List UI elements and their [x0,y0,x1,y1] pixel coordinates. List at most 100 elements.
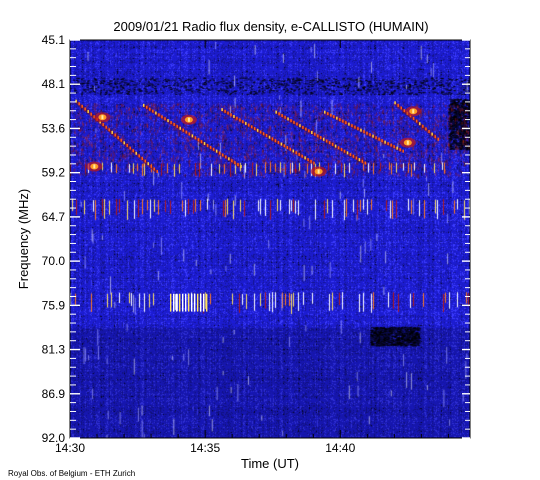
burst-track-segment [236,116,238,120]
burst-track-segment [153,167,155,171]
burst-track-segment [354,125,356,129]
burst-track-segment [227,111,229,115]
hot-spot [86,161,103,172]
burst-track-segment [123,141,125,145]
burst-track-segment [400,106,403,110]
burst-track-segment [225,155,227,159]
burst-track-segment [437,137,440,141]
burst-track-segment [431,132,433,136]
burst-track-segment [363,130,365,134]
burst-track-segment [412,116,415,120]
burst-track-segment [340,147,343,151]
burst-track-segment [396,146,398,150]
hot-spot-center [187,117,190,122]
burst-track-segment [271,137,274,141]
burst-track-segment [336,116,338,120]
burst-track-segment [305,127,307,131]
burst-track-segment [286,146,289,150]
x-tick-label: 14:30 [55,441,85,455]
burst-track-segment [339,118,341,122]
y-tick-label: 70.0 [42,254,66,268]
y-tick-label: 86.9 [42,387,66,401]
bright-stripe [203,293,205,312]
burst-track-segment [360,128,362,132]
burst-track-segment [191,134,194,138]
burst-track-segment [399,148,401,152]
burst-track-segment [185,130,188,134]
burst-track-segment [298,152,300,156]
burst-track-segment [378,137,380,141]
burst-track-segment [158,113,160,117]
burst-track [220,108,315,165]
burst-track-segment [434,135,436,139]
burst-track-segment [117,136,119,140]
burst-track-segment [179,126,181,130]
bright-stripe [170,293,172,312]
burst-track-segment [358,158,361,162]
burst-track-segment [280,142,283,146]
burst-track-segment [425,127,427,131]
chart-title: 2009/01/21 Radio flux density, e-CALLIST… [113,19,428,34]
bright-stripe [173,293,175,312]
burst-track-segment [84,107,86,111]
hot-spot [180,114,197,125]
burst-track-segment [372,134,374,138]
burst-track-segment [345,121,347,125]
burst-track-segment [422,124,424,128]
burst-track-segment [301,154,303,158]
burst-track-segment [126,143,128,147]
burst-track-segment [138,154,140,158]
burst-track-segment [307,158,309,162]
hot-spot-center [93,164,96,169]
burst-track-segment [222,153,224,157]
hot-spot [405,106,422,117]
burst-track-segment [209,145,212,149]
burst-track-segment [346,151,349,155]
burst-track-segment [274,139,277,143]
y-tick-label: 59.2 [42,166,66,180]
burst-track-segment [194,136,197,140]
burst-track-segment [351,124,353,128]
burst-track-segment [302,125,304,129]
burst-track-segment [206,143,209,147]
burst-track-segment [375,136,377,140]
burst-track-segment [415,119,418,123]
burst-track-segment [173,122,175,126]
plot-area [70,40,470,438]
burst-track-segment [156,170,158,174]
burst-track-segment [349,153,352,157]
y-axis-label: Frequency (MHz) [16,189,31,289]
burst-track-segment [224,109,226,113]
hot-spot-center [101,115,104,120]
burst-track-segment [170,121,172,125]
burst-track-segment [90,112,92,116]
burst-track-segment [155,111,157,115]
burst-track-segment [176,124,178,128]
burst-track-segment [164,117,166,121]
burst-track-segment [132,149,134,153]
burst-track-segment [325,139,328,143]
burst-track-segment [105,125,107,129]
burst-track-segment [78,102,80,106]
burst-track-segment [81,104,83,108]
burst-track-segment [419,122,421,126]
burst-track-segment [239,118,241,122]
bright-stripe [200,293,202,312]
y-tick-label: 48.1 [42,77,66,91]
burst-track-segment [142,103,145,107]
burst-track-segment [231,159,233,163]
burst-track-segment [324,110,326,114]
burst-track-segment [313,161,315,165]
burst-track-segment [268,135,271,139]
burst-track-segment [342,119,344,123]
burst-track-segment [290,119,292,123]
burst-track-segment [237,163,239,167]
burst-track-segment [393,145,395,149]
burst-track-segment [141,156,143,160]
burst-track-segment [120,138,122,142]
x-tick-label: 14:40 [325,441,355,455]
burst-track-segment [147,162,149,166]
burst-track-segment [320,136,322,140]
burst-track-segment [308,129,310,133]
